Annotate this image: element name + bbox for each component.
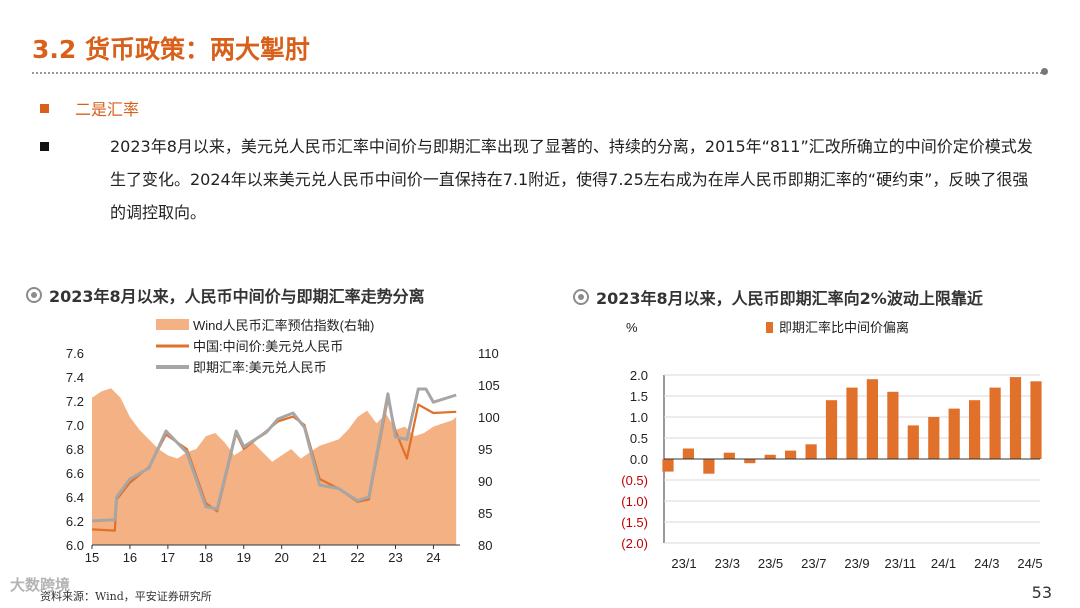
bar	[662, 459, 674, 472]
bar	[805, 444, 817, 459]
y-left-tick-label: 7.2	[66, 394, 84, 409]
y-tick-label: 0.5	[630, 431, 648, 446]
y-right-tick-label: 80	[478, 538, 492, 553]
x-tick-label: 24	[426, 550, 440, 565]
x-tick-label: 23	[388, 550, 402, 565]
bar	[928, 417, 940, 459]
y-tick-label: 0.0	[630, 452, 648, 467]
y-left-tick-label: 6.2	[66, 514, 84, 529]
legend-label: 即期汇率:美元兑人民币	[193, 360, 327, 375]
x-tick-label: 23/5	[758, 556, 783, 571]
subheading-text: 二是汇率	[75, 100, 140, 119]
bar	[1009, 377, 1022, 459]
y-right-tick-label: 100	[478, 410, 500, 425]
circle-bullet-icon	[573, 289, 589, 305]
x-tick-label: 23/11	[885, 556, 917, 571]
y-right-tick-label: 90	[478, 474, 492, 489]
y-left-tick-label: 7.0	[66, 418, 84, 433]
bar	[907, 425, 919, 459]
page-number: 53	[1031, 583, 1052, 602]
bar	[744, 459, 756, 464]
legend-label: Wind人民币汇率预估指数(右轴)	[193, 318, 374, 333]
paragraph-text: 2023年8月以来，美元兑人民币汇率中间价与即期汇率出现了显著的、持续的分离，2…	[110, 137, 1033, 222]
x-tick-label: 21	[312, 550, 326, 565]
bar	[969, 400, 981, 459]
title-divider	[32, 72, 1046, 74]
legend-swatch	[156, 319, 189, 330]
x-tick-label: 24/5	[1017, 556, 1042, 571]
bar	[723, 452, 735, 459]
bar	[682, 448, 694, 459]
left-chart-title-text: 2023年8月以来，人民币中间价与即期汇率走势分离	[49, 287, 425, 306]
circle-bullet-icon	[26, 287, 42, 303]
x-tick-label: 16	[123, 550, 137, 565]
x-tick-label: 17	[161, 550, 175, 565]
y-tick-label: 1.0	[630, 410, 648, 425]
bar	[866, 379, 878, 459]
left-chart-title: 2023年8月以来，人民币中间价与即期汇率走势分离	[26, 283, 425, 307]
bar	[825, 400, 838, 459]
y-left-tick-label: 6.4	[66, 490, 84, 505]
x-tick-label: 24/3	[974, 556, 999, 571]
x-tick-label: 20	[274, 550, 288, 565]
series-area-wind-index	[92, 388, 457, 545]
title-divider-dot	[1041, 68, 1048, 75]
y-right-tick-label: 110	[478, 346, 499, 361]
x-tick-label: 23/9	[844, 556, 869, 571]
x-tick-label: 23/3	[715, 556, 740, 571]
bar	[764, 454, 776, 459]
series-line-spot-rate	[91, 387, 457, 523]
right-deviation-bar-chart: (2.0) (1.5) (1.0) (0.5) 0.0 0.5 1.0 1.5 2.0% 23/1…	[621, 320, 1042, 571]
x-tick-label: 19	[237, 550, 251, 565]
y-left-tick-label: 6.8	[66, 442, 84, 457]
left-exchange-rate-chart: 6.0 6.2 6.4 6.6 6.8 7.0 7.2 7.4 7.6 80 85 90 95 100 10…	[66, 318, 500, 565]
x-tick-label: 22	[350, 550, 364, 565]
bar	[948, 408, 960, 459]
y-right-tick-label: 95	[478, 442, 492, 457]
right-chart-title-text: 2023年8月以来，人民币即期汇率向2%波动上限靠近	[596, 289, 983, 308]
y-tick-label: (1.5)	[621, 515, 648, 530]
y-tick-label: 2.0	[630, 368, 648, 383]
subheading: 二是汇率	[40, 96, 139, 120]
y-tick-label: (2.0)	[621, 536, 648, 551]
y-left-tick-label: 7.6	[66, 346, 84, 361]
source-note: 资料来源：Wind，平安证券研究所	[40, 590, 212, 603]
page-title: 3.2 货币政策：两大掣肘	[32, 35, 310, 64]
x-tick-label: 23/1	[671, 556, 696, 571]
bar	[887, 391, 899, 459]
bar	[703, 459, 715, 474]
legend-label: 中国:中间价:美元兑人民币	[193, 339, 343, 354]
y-axis-unit: %	[626, 320, 638, 335]
legend-swatch	[766, 322, 773, 333]
bar	[1030, 381, 1042, 459]
black-square-bullet-icon	[40, 142, 49, 151]
y-right-tick-label: 85	[478, 506, 492, 521]
y-left-tick-label: 7.4	[66, 370, 84, 385]
body-paragraph: 2023年8月以来，美元兑人民币汇率中间价与即期汇率出现了显著的、持续的分离，2…	[40, 130, 1040, 229]
y-tick-label: 1.5	[630, 389, 648, 404]
y-tick-label: (1.0)	[621, 494, 648, 509]
y-right-tick-label: 105	[478, 378, 500, 393]
y-left-tick-label: 6.6	[66, 466, 84, 481]
bar	[785, 450, 797, 459]
bar	[989, 387, 1001, 459]
y-tick-label: (0.5)	[621, 473, 648, 488]
x-tick-label: 15	[85, 550, 99, 565]
x-tick-label: 18	[199, 550, 213, 565]
legend-label: 即期汇率比中间价偏离	[779, 320, 909, 335]
y-left-tick-label: 6.0	[66, 538, 84, 553]
orange-square-bullet-icon	[40, 103, 49, 113]
bar	[846, 387, 858, 459]
x-tick-label: 23/7	[801, 556, 826, 571]
right-chart-title: 2023年8月以来，人民币即期汇率向2%波动上限靠近	[573, 285, 983, 309]
watermark: 大数跨境	[10, 576, 71, 594]
x-tick-label: 24/1	[931, 556, 956, 571]
